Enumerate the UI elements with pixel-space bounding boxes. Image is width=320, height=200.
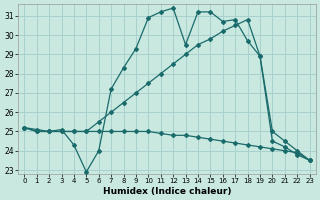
X-axis label: Humidex (Indice chaleur): Humidex (Indice chaleur) xyxy=(103,187,231,196)
